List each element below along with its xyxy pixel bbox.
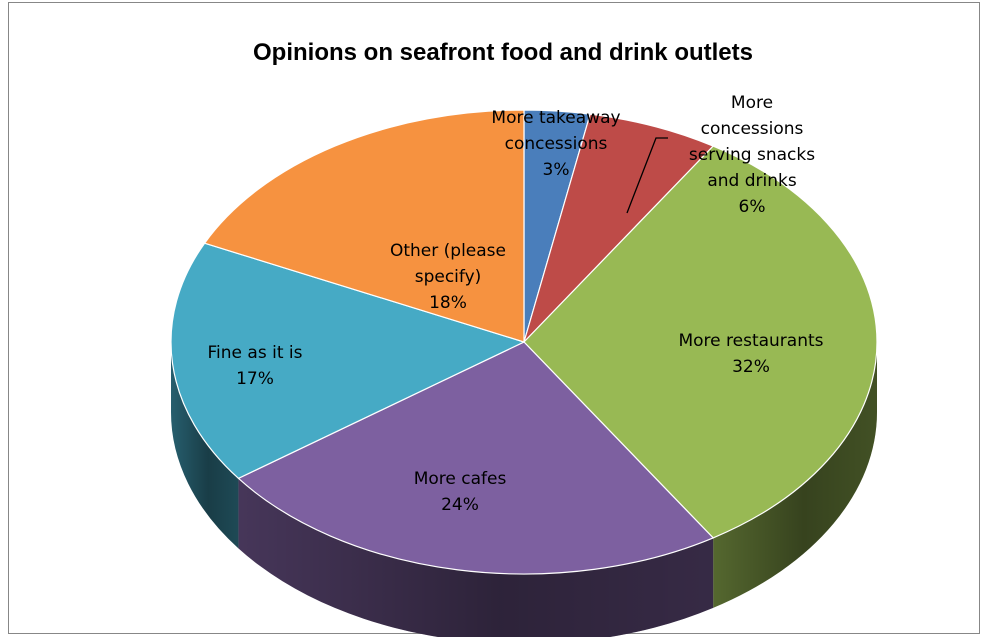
pie-slice-1 — [523, 113, 714, 343]
slice-label-1: More concessions serving snacks and drinks 6… — [689, 93, 815, 217]
pie-slice-5 — [203, 109, 525, 343]
leader-lines — [626, 137, 668, 214]
slice-label-5: Other (please specify) 18% — [390, 241, 506, 313]
pie-slice-2 — [523, 145, 878, 539]
slice-label-line-5-0: Other (please — [390, 241, 506, 261]
slice-label-4: Fine as it is 17% — [208, 343, 303, 389]
slice-label-line-0-1: concessions — [505, 134, 608, 154]
slice-label-line-1-0: More — [731, 93, 773, 113]
leader-line-1 — [626, 137, 668, 214]
pie-slice-3 — [237, 341, 714, 575]
slice-label-0: More takeaway concessions 3% — [491, 108, 620, 180]
slice-label-line-1-1: concessions — [701, 119, 804, 139]
chart-title: Opinions on seafront food and drink outl… — [253, 39, 753, 66]
slice-side-shade-3 — [238, 478, 714, 637]
slice-side-shade-2 — [713, 342, 877, 608]
slice-percent-1: 6% — [739, 197, 766, 217]
slice-label-line-2-0: More restaurants — [678, 331, 823, 351]
pie-sides — [171, 342, 877, 637]
slice-labels: More takeaway concessions 3% More concession… — [208, 93, 824, 515]
slice-percent-2: 32% — [732, 357, 770, 377]
pie-slice-4 — [170, 242, 525, 479]
slice-label-line-3-0: More cafes — [414, 469, 507, 489]
slice-percent-3: 24% — [441, 495, 479, 515]
pie-slices — [170, 109, 878, 575]
slice-label-line-4-0: Fine as it is — [208, 343, 303, 363]
slice-side-shade-4 — [171, 342, 239, 549]
slice-label-line-1-3: and drinks — [707, 171, 797, 191]
slice-percent-0: 3% — [543, 160, 570, 180]
slice-percent-5: 18% — [429, 293, 467, 313]
slice-label-line-1-2: serving snacks — [689, 145, 815, 165]
slice-label-2: More restaurants 32% — [678, 331, 823, 377]
slice-label-line-5-1: specify) — [415, 267, 482, 287]
slice-label-line-0-0: More takeaway — [491, 108, 620, 128]
slice-percent-4: 17% — [236, 369, 274, 389]
slice-label-3: More cafes 24% — [414, 469, 507, 515]
